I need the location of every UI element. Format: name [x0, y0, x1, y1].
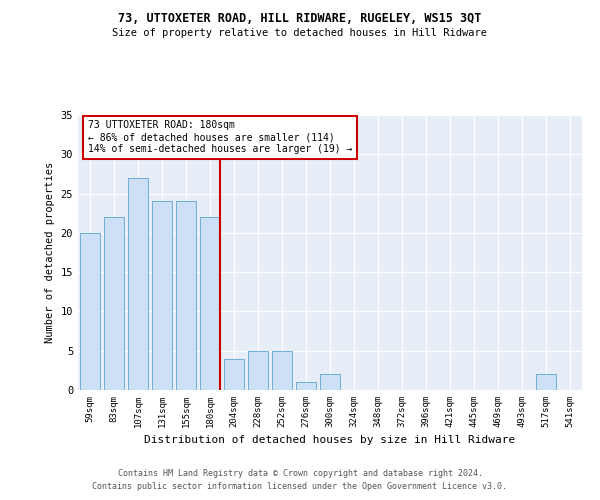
- Bar: [536, 374, 556, 390]
- Bar: [320, 374, 340, 390]
- Bar: [296, 382, 316, 390]
- Bar: [176, 202, 196, 390]
- Text: Size of property relative to detached houses in Hill Ridware: Size of property relative to detached ho…: [113, 28, 487, 38]
- Bar: [272, 350, 292, 390]
- Text: Contains public sector information licensed under the Open Government Licence v3: Contains public sector information licen…: [92, 482, 508, 491]
- Bar: [152, 202, 172, 390]
- Text: 73 UTTOXETER ROAD: 180sqm
← 86% of detached houses are smaller (114)
14% of semi: 73 UTTOXETER ROAD: 180sqm ← 86% of detac…: [88, 120, 352, 154]
- X-axis label: Distribution of detached houses by size in Hill Ridware: Distribution of detached houses by size …: [145, 436, 515, 446]
- Y-axis label: Number of detached properties: Number of detached properties: [45, 162, 55, 343]
- Bar: [104, 217, 124, 390]
- Bar: [128, 178, 148, 390]
- Bar: [248, 350, 268, 390]
- Bar: [200, 217, 220, 390]
- Text: Contains HM Land Registry data © Crown copyright and database right 2024.: Contains HM Land Registry data © Crown c…: [118, 468, 482, 477]
- Bar: [224, 358, 244, 390]
- Bar: [80, 233, 100, 390]
- Text: 73, UTTOXETER ROAD, HILL RIDWARE, RUGELEY, WS15 3QT: 73, UTTOXETER ROAD, HILL RIDWARE, RUGELE…: [118, 12, 482, 26]
